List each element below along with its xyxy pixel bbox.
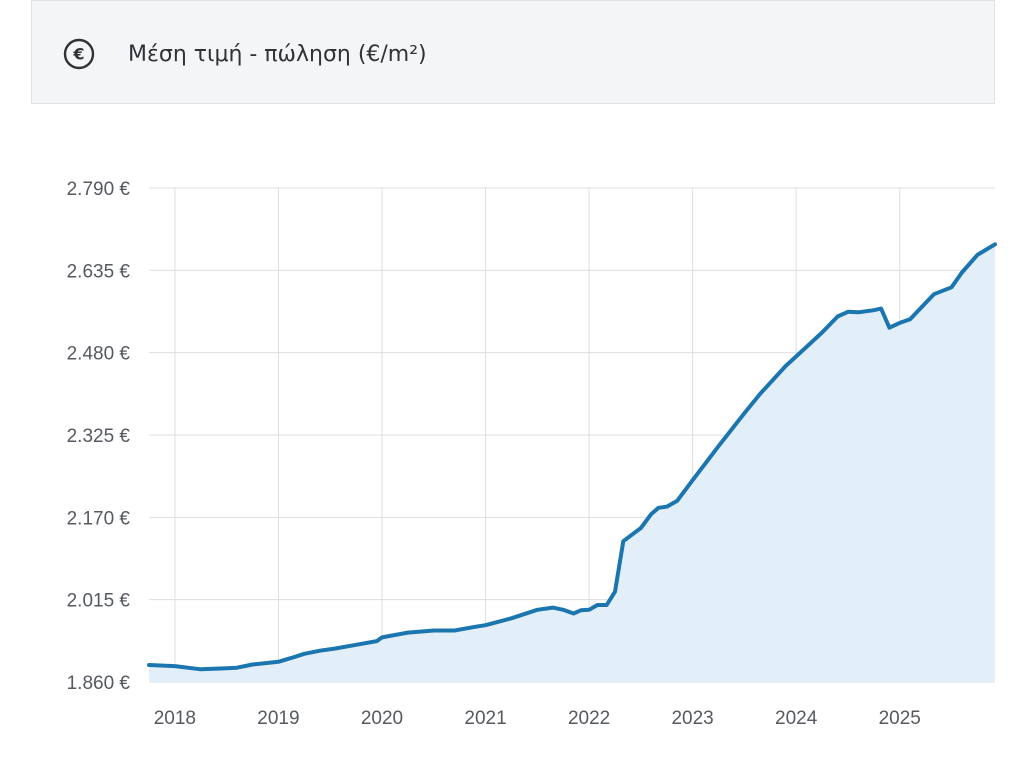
y-axis-ticks: 1.860 € 2.015 € 2.170 € 2.325 € 2.480 € 2.635…	[67, 179, 131, 694]
x-tick-label: 2023	[671, 708, 713, 729]
x-tick-label: 2025	[879, 708, 921, 729]
x-tick-label: 2020	[361, 708, 403, 729]
x-tick-label: 2022	[568, 708, 610, 729]
y-tick-label: 2.635 €	[67, 261, 131, 282]
area-fill	[149, 244, 995, 683]
y-tick-label: 1.860 €	[67, 673, 131, 694]
euro-circle-icon: €	[63, 38, 95, 70]
x-tick-label: 2024	[775, 708, 818, 729]
y-tick-label: 2.790 €	[67, 179, 131, 200]
y-tick-label: 2.325 €	[67, 426, 131, 447]
x-tick-label: 2021	[464, 708, 506, 729]
x-tick-label: 2018	[154, 708, 196, 729]
y-tick-label: 2.170 €	[67, 508, 131, 529]
x-axis-ticks: 2018 2019 2020 2021 2022 2023 2024 2025	[154, 708, 921, 729]
y-tick-label: 2.015 €	[67, 591, 131, 612]
chart-title: Μέση τιμή - πώληση (€/m²)	[128, 42, 427, 67]
svg-text:€: €	[72, 45, 84, 64]
y-tick-label: 2.480 €	[67, 344, 131, 365]
x-tick-label: 2019	[257, 708, 299, 729]
chart-header: € Μέση τιμή - πώληση (€/m²)	[31, 0, 995, 104]
series-line	[147, 242, 997, 672]
